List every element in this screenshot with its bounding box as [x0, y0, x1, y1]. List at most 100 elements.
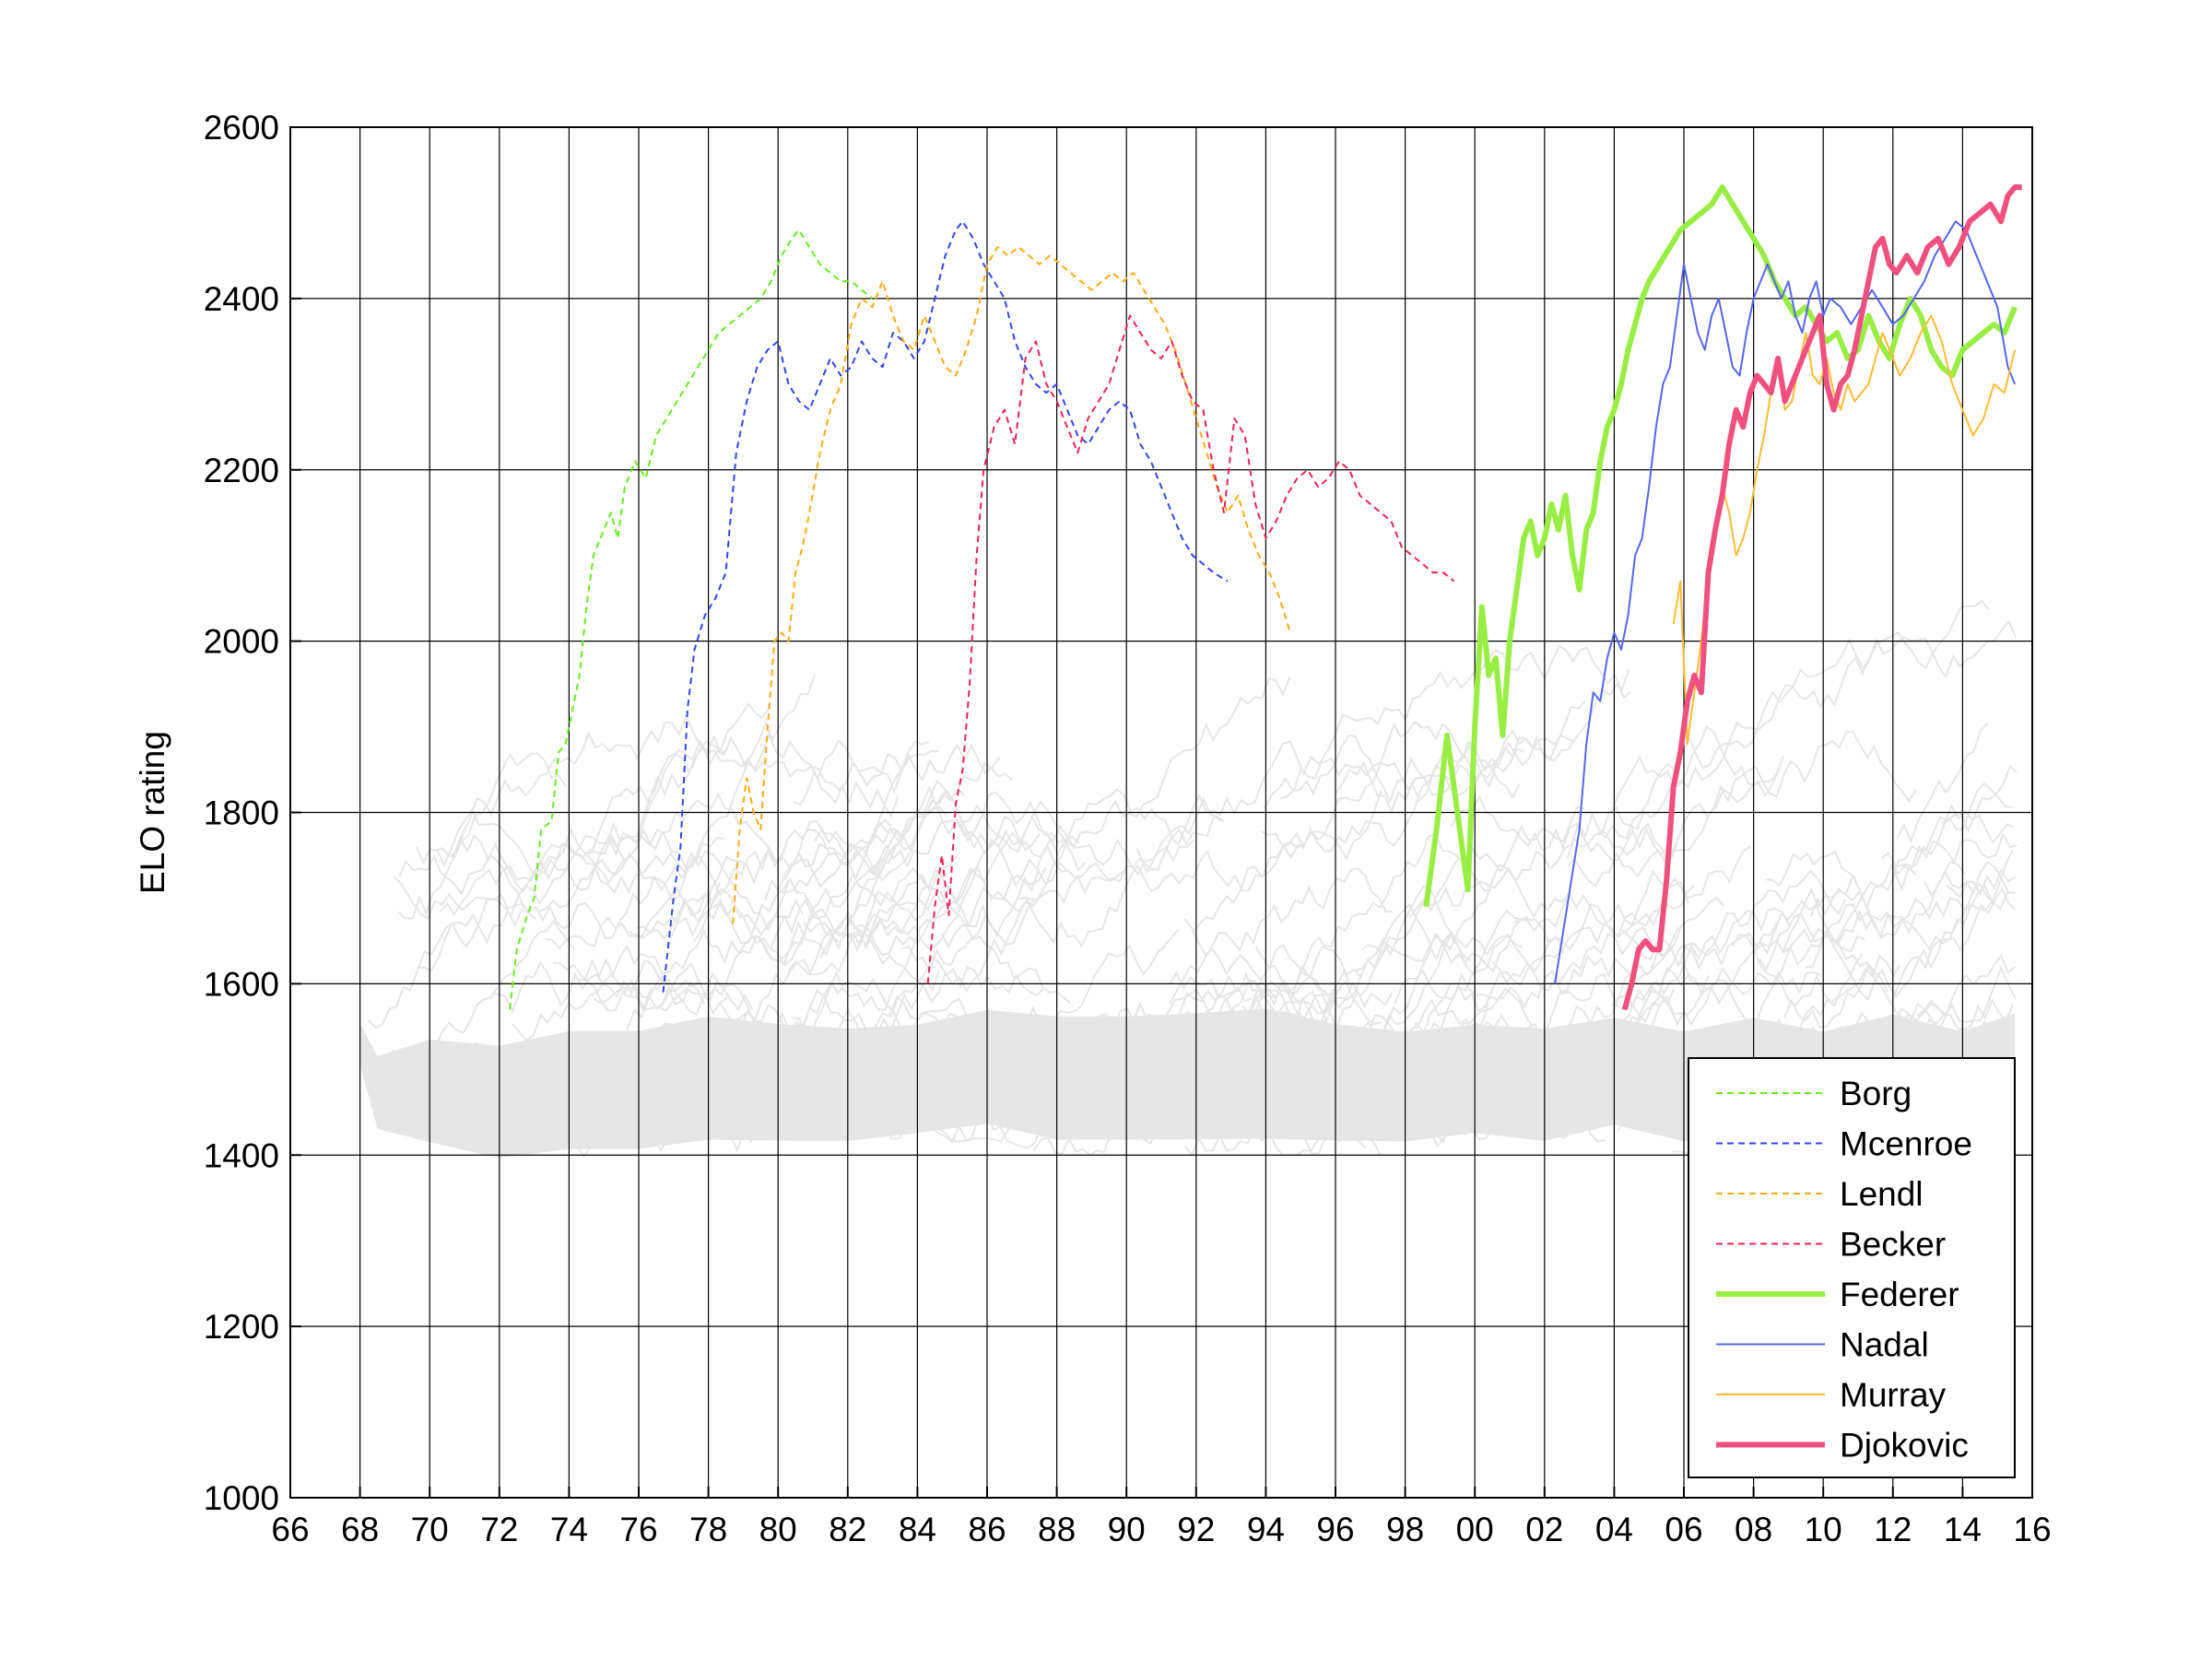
background-player-line: [1264, 700, 1586, 809]
background-player-line: [1893, 997, 2014, 1041]
legend-label-murray: Murray: [1840, 1376, 1947, 1414]
background-player-line: [1618, 1030, 1933, 1133]
y-tick-label: 1000: [204, 1479, 279, 1517]
background-player-line: [1610, 619, 2017, 813]
x-tick-label: 04: [1595, 1511, 1633, 1548]
background-player-line: [1033, 1066, 1210, 1157]
series-djokovic: [1621, 184, 2022, 1011]
background-player-line: [398, 853, 526, 910]
background-player-line: [793, 769, 900, 819]
background-player-line: [1398, 907, 1791, 1080]
background-player-line: [415, 806, 627, 881]
background-player-line: [445, 793, 859, 893]
background-player-line: [1726, 860, 1966, 1068]
background-player-line: [661, 1072, 1032, 1140]
player-series-layer: [509, 184, 2022, 1011]
x-tick-label: 80: [759, 1511, 797, 1548]
background-player-line: [1620, 947, 1901, 1022]
background-player-line: [578, 866, 955, 982]
background-player-line: [1057, 988, 1394, 1076]
background-player-line: [440, 842, 804, 932]
legend-label-lendl: Lendl: [1840, 1175, 1924, 1213]
x-tick-label: 72: [480, 1511, 518, 1548]
x-tick-label: 08: [1735, 1511, 1772, 1548]
background-player-line: [1945, 861, 2016, 899]
y-tick-label: 1200: [204, 1308, 279, 1346]
background-player-line: [1731, 900, 1865, 956]
background-player-line: [552, 961, 728, 1016]
x-tick-label: 84: [899, 1511, 936, 1548]
y-axis-label: ELO rating: [134, 731, 171, 894]
background-player-line: [972, 986, 1343, 1149]
background-player-line: [1409, 806, 1584, 918]
background-player-line: [693, 852, 912, 967]
background-player-line: [512, 853, 890, 1042]
legend-label-borg: Borg: [1840, 1075, 1912, 1112]
background-player-line: [491, 959, 667, 1015]
background-player-line: [669, 879, 791, 939]
background-player-line: [1360, 884, 1523, 957]
background-player-line: [1889, 887, 2017, 1006]
background-player-line: [1782, 865, 1917, 952]
background-player-line: [1881, 804, 2015, 871]
background-player-line: [538, 845, 784, 912]
background-player-line: [1597, 599, 1990, 840]
background-player-line: [752, 1043, 935, 1116]
background-player-line: [959, 791, 1080, 844]
background-player-line: [909, 1110, 1017, 1145]
background-player-line: [406, 919, 576, 1060]
background-player-line: [1896, 723, 1989, 844]
background-player-line: [1254, 944, 1382, 1026]
background-player-line: [608, 738, 1001, 857]
background-player-line: [775, 1072, 999, 1143]
background-player-line: [788, 836, 1006, 977]
background-player-line: [1830, 901, 1993, 951]
background-player-line: [1319, 877, 1689, 1047]
x-tick-label: 74: [550, 1511, 588, 1548]
background-player-line: [1611, 896, 1724, 1006]
x-tick-label: 00: [1456, 1511, 1494, 1548]
x-tick-label: 92: [1177, 1511, 1215, 1548]
background-player-line: [961, 928, 1180, 1065]
legend-label-federer: Federer: [1840, 1276, 1959, 1313]
background-player-line: [1941, 782, 2013, 830]
background-player-line: [901, 898, 1036, 973]
background-player-line: [803, 785, 1125, 951]
legend-label-becker: Becker: [1840, 1226, 1946, 1264]
x-tick-label: 70: [411, 1511, 449, 1548]
axis-ticks: 66 68 70 72 74 76 78 80 82 84 86 88 90 92 94 96 98 00 02 04…: [204, 109, 2052, 1548]
y-tick-label: 1400: [204, 1136, 279, 1174]
background-player-line: [818, 796, 1225, 1004]
x-tick-label: 02: [1525, 1511, 1563, 1548]
background-player-line: [397, 752, 567, 920]
x-tick-label: 90: [1108, 1511, 1146, 1548]
x-tick-label: 86: [968, 1511, 1006, 1548]
background-player-line: [1359, 986, 1535, 1112]
background-player-line: [417, 908, 536, 972]
background-player-line: [384, 1022, 680, 1113]
background-player-line: [1435, 921, 1779, 1145]
background-player-line: [1183, 917, 1471, 1058]
x-tick-label: 88: [1038, 1511, 1076, 1548]
series-lendl: [732, 246, 1291, 924]
background-player-line: [545, 881, 721, 950]
background-player-line: [506, 1114, 641, 1158]
x-tick-label: 06: [1665, 1511, 1702, 1548]
background-player-line: [563, 1094, 865, 1151]
background-player-line: [1205, 964, 1324, 1039]
background-player-line: [1450, 769, 1781, 862]
series-borg: [509, 229, 873, 1010]
x-tick-label: 68: [341, 1511, 379, 1548]
background-player-line: [1191, 729, 1576, 933]
legend-label-nadal: Nadal: [1840, 1326, 1929, 1364]
x-tick-label: 78: [689, 1511, 727, 1548]
series-federer: [1423, 184, 2018, 908]
legend-label-djokovic: Djokovic: [1840, 1427, 1969, 1465]
background-player-line: [1166, 974, 1356, 1073]
x-tick-label: 14: [1944, 1511, 1982, 1548]
x-tick-label: 94: [1247, 1511, 1285, 1548]
y-tick-label: 2400: [204, 280, 279, 318]
background-player-line: [1567, 731, 1917, 888]
background-player-line: [1783, 962, 1946, 1029]
background-player-line: [1765, 850, 1857, 888]
